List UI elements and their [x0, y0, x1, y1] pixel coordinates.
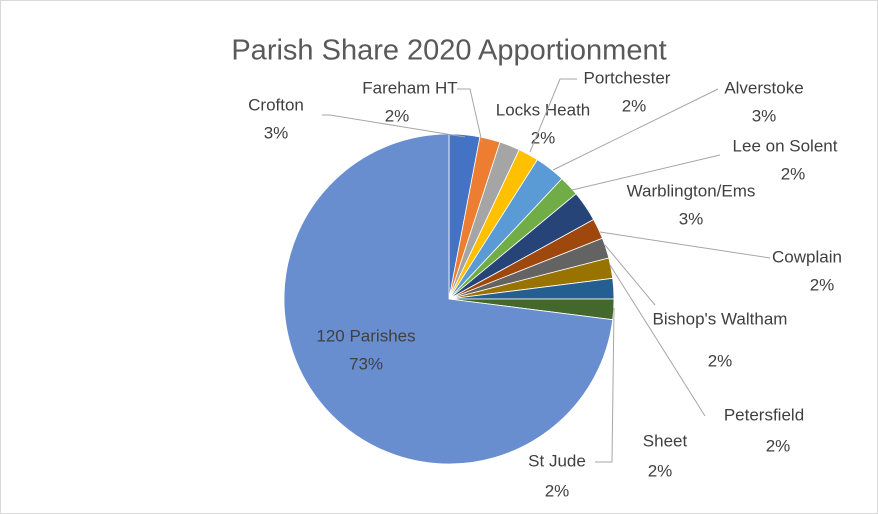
slice-value: 2% — [781, 164, 806, 183]
leader-line — [457, 88, 483, 143]
slice-label: Sheet — [643, 431, 688, 450]
leader-line — [552, 88, 719, 171]
slice-label: Fareham HT — [362, 78, 457, 97]
slice-value: 73% — [349, 354, 383, 373]
slice-label: Crofton — [248, 95, 304, 114]
slice-value: 2% — [648, 461, 673, 480]
leader-line — [595, 307, 615, 463]
leader-line — [322, 114, 466, 138]
chart-title: Parish Share 2020 Apportionment — [231, 35, 666, 67]
slice-value: 2% — [810, 275, 835, 294]
leader-line — [604, 244, 656, 306]
slice-value: 2% — [622, 96, 647, 115]
slice-label: Portchester — [584, 68, 671, 87]
slice-value: 3% — [679, 209, 704, 228]
slice-label: Bishop's Waltham — [653, 309, 788, 328]
slice-value: 2% — [708, 351, 733, 370]
slice-value: 2% — [766, 436, 791, 455]
slice-label: Locks Heath — [496, 100, 591, 119]
slice-label: 120 Parishes — [316, 326, 415, 345]
slice-value: 3% — [264, 123, 289, 142]
slice-value: 3% — [752, 106, 777, 125]
slice-value: 2% — [545, 481, 570, 500]
pie-slice — [283, 133, 614, 465]
slice-value: 2% — [531, 128, 556, 147]
slice-label: St Jude — [528, 451, 586, 470]
slice-value: 2% — [385, 106, 410, 125]
slice-label: Alverstoke — [724, 78, 803, 97]
leader-line — [571, 154, 721, 191]
slice-label: Lee on Solent — [733, 136, 838, 155]
leader-line — [599, 231, 771, 259]
slice-label: Cowplain — [772, 247, 842, 266]
slice-label: Petersfield — [724, 405, 804, 424]
slice-label: Warblington/Ems — [627, 181, 756, 200]
leader-line — [529, 78, 577, 153]
leader-line — [609, 264, 706, 417]
